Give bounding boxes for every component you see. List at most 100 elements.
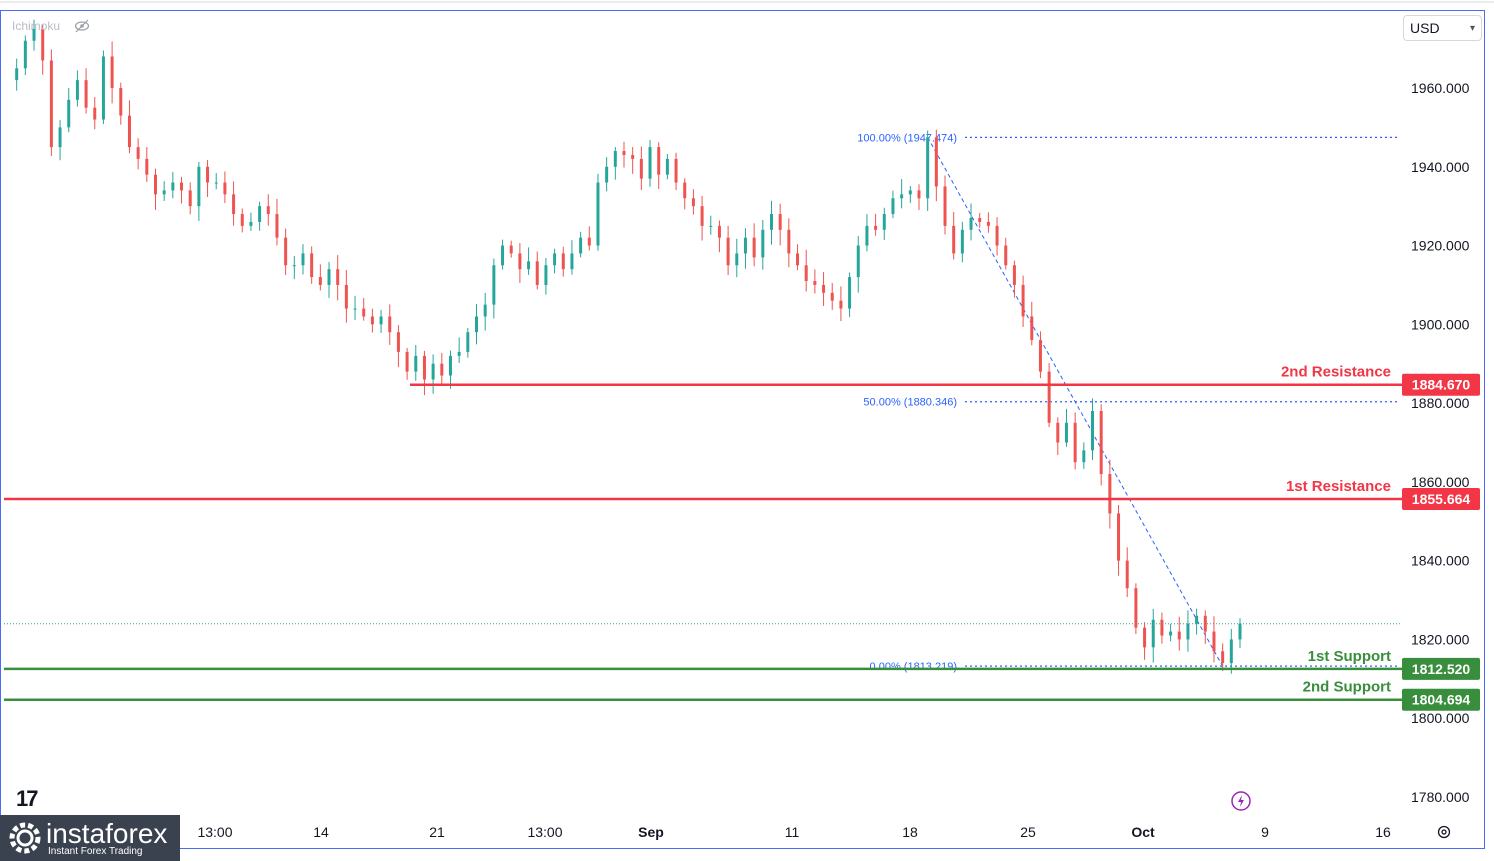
fib-level-label: 0.00% (1813.219) xyxy=(870,661,957,673)
tradingview-logo-icon[interactable]: 17 xyxy=(16,786,39,811)
candle-body xyxy=(1195,615,1199,624)
currency-select[interactable]: USD ▾ xyxy=(1403,15,1482,41)
chevron-down-icon: ▾ xyxy=(1469,22,1475,34)
candle-body xyxy=(509,245,513,254)
candle-body xyxy=(553,253,557,266)
watermark-brand: instaforex xyxy=(46,818,168,849)
candle-body xyxy=(431,363,435,380)
candle-body xyxy=(1221,651,1225,664)
candle-body xyxy=(769,214,773,230)
candle-body xyxy=(665,158,669,175)
candle-body xyxy=(605,166,609,183)
y-tick-label: 1900.000 xyxy=(1411,316,1470,332)
candle-body xyxy=(396,332,400,352)
x-tick-label: 18 xyxy=(902,824,918,840)
watermark-tagline: Instant Forex Trading xyxy=(48,846,143,857)
candle-body xyxy=(110,56,114,88)
level-name-label: 2nd Support xyxy=(1303,679,1391,696)
level-price-label: 1812.520 xyxy=(1412,661,1471,677)
candle-body xyxy=(1004,245,1008,266)
candle-body xyxy=(41,28,45,61)
candle-body xyxy=(631,154,635,159)
candle-body xyxy=(778,214,782,230)
candle-body xyxy=(726,237,730,266)
candle-body xyxy=(180,182,184,191)
candle-body xyxy=(648,147,652,179)
fib-trend-line xyxy=(927,137,1224,667)
candle-body xyxy=(162,190,166,195)
y-tick-label: 1940.000 xyxy=(1411,159,1470,175)
candle-body xyxy=(1012,265,1016,285)
candle-body xyxy=(171,182,175,191)
candle-body xyxy=(700,206,704,226)
candle-body xyxy=(657,147,661,175)
candle-body xyxy=(752,237,756,258)
candle-body xyxy=(1073,422,1077,463)
candle-body xyxy=(1091,410,1095,451)
level-name-label: 1st Resistance xyxy=(1286,478,1391,495)
candle-body xyxy=(84,80,88,108)
x-tick-label: 13:00 xyxy=(527,824,562,840)
candle-body xyxy=(145,158,149,175)
x-tick-label: 9 xyxy=(1261,824,1269,840)
candle-body xyxy=(613,151,617,167)
candle-body xyxy=(683,182,687,199)
candle-body xyxy=(1030,316,1034,341)
settings-icon[interactable] xyxy=(1436,824,1452,840)
candle-body xyxy=(570,253,574,270)
lightning-icon[interactable] xyxy=(1230,790,1252,812)
candle-body xyxy=(787,229,791,254)
candle-body xyxy=(1082,450,1086,463)
candle-body xyxy=(23,40,27,69)
y-tick-label: 1880.000 xyxy=(1411,395,1470,411)
indicator-label[interactable]: Ichimoku xyxy=(12,19,61,33)
candle-body xyxy=(960,229,964,254)
candle-body xyxy=(388,316,392,333)
candle-body xyxy=(483,304,487,317)
candle-body xyxy=(856,245,860,278)
candle-body xyxy=(848,277,852,309)
candle-body xyxy=(717,225,721,238)
candle-body xyxy=(1038,340,1042,372)
candle-body xyxy=(639,158,643,179)
candle-body xyxy=(1134,588,1138,628)
candle-body xyxy=(952,225,956,254)
y-tick-label: 1920.000 xyxy=(1411,238,1470,254)
candle-body xyxy=(796,253,800,266)
candle-body xyxy=(1160,619,1164,636)
candle-body xyxy=(804,265,808,282)
candle-body xyxy=(379,316,383,325)
candle-body xyxy=(865,225,869,246)
x-tick-label: Oct xyxy=(1131,824,1155,840)
candle-body xyxy=(440,363,444,376)
candle-body xyxy=(1169,631,1173,636)
candle-body xyxy=(1203,615,1207,632)
candle-body xyxy=(75,80,79,100)
candle-body xyxy=(822,284,826,293)
candle-body xyxy=(58,127,62,148)
candle-body xyxy=(93,107,97,120)
candle-body xyxy=(197,166,201,207)
candle-body xyxy=(1099,410,1103,475)
candle-body xyxy=(934,137,938,187)
x-tick-label: 25 xyxy=(1020,824,1036,840)
candle-body xyxy=(535,261,539,285)
level-price-label: 1855.664 xyxy=(1412,491,1471,507)
candle-body xyxy=(119,88,123,116)
candle-body xyxy=(579,237,583,254)
candle-body xyxy=(1186,623,1190,640)
candle-body xyxy=(232,194,236,215)
candle-body xyxy=(674,158,678,183)
candle-body xyxy=(240,214,244,226)
candle-body xyxy=(587,237,591,246)
candle-body xyxy=(691,198,695,207)
x-tick-label: 13:00 xyxy=(197,824,232,840)
eye-off-icon[interactable] xyxy=(74,19,90,33)
candle-body xyxy=(891,198,895,215)
candle-body xyxy=(622,151,626,155)
instaforex-watermark: instaforex Instant Forex Trading xyxy=(0,815,180,861)
candle-body xyxy=(943,186,947,226)
candle-body xyxy=(49,60,53,148)
